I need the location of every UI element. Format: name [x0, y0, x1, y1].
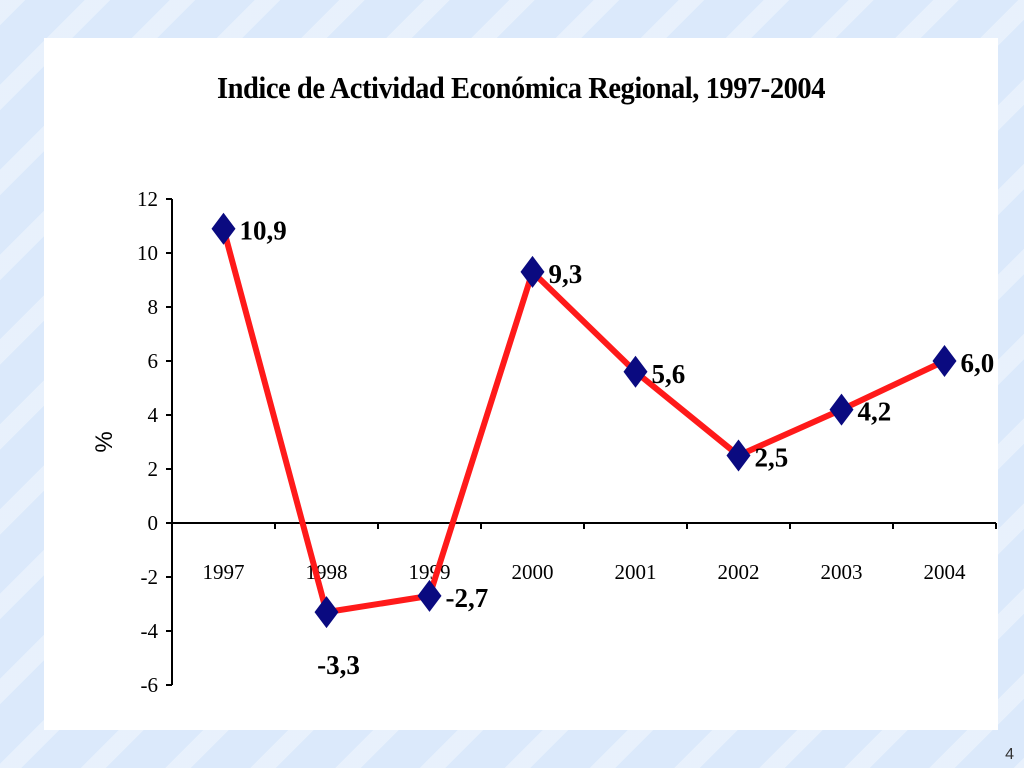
markers-group	[211, 212, 957, 629]
x-tick-label: 2001	[615, 560, 657, 584]
data-labels-group: 10,9 -3,3 -2,7 9,3 5,6 2,5 4,2 6,0	[240, 216, 995, 680]
y-tick-label: -2	[141, 565, 159, 589]
chart-panel	[44, 38, 998, 730]
chart-title: Indice de Actividad Económica Regional, …	[216, 70, 826, 105]
y-tick-label: -6	[141, 673, 159, 697]
y-tick-label: 10	[137, 241, 158, 265]
y-tick-label: 2	[148, 457, 159, 481]
x-tick-label: 2004	[924, 560, 967, 584]
data-label: 2,5	[755, 443, 789, 473]
data-point-marker	[932, 345, 957, 377]
data-label: 10,9	[240, 216, 287, 246]
x-tick-label: 1997	[203, 560, 245, 584]
x-tick-label: 2002	[718, 560, 760, 584]
data-label: 6,0	[961, 348, 995, 378]
y-tick-label: 12	[137, 187, 158, 211]
data-label: 5,6	[652, 359, 686, 389]
data-label: 9,3	[549, 259, 583, 289]
x-tick-label: 2000	[512, 560, 554, 584]
y-tick-label: 4	[148, 403, 159, 427]
data-label: -3,3	[317, 650, 360, 680]
x-tick-label: 2003	[821, 560, 863, 584]
data-label: -2,7	[446, 583, 489, 613]
data-point-marker	[314, 596, 339, 629]
data-point-marker	[211, 212, 236, 245]
y-axis-label: %	[91, 431, 118, 452]
data-point-marker	[417, 579, 442, 612]
series-line-group	[220, 227, 946, 616]
data-point-marker	[520, 255, 545, 288]
data-point-marker	[726, 439, 751, 472]
data-point-marker	[829, 393, 854, 426]
y-tick-label: -4	[141, 619, 159, 643]
y-tick-label: 0	[148, 511, 159, 535]
data-label: 4,2	[858, 397, 892, 427]
page-number: 4	[1005, 746, 1014, 763]
data-point-marker	[623, 355, 648, 388]
y-tick-label: 8	[148, 295, 159, 319]
series-line	[220, 227, 946, 616]
y-tick-label: 6	[148, 349, 159, 373]
